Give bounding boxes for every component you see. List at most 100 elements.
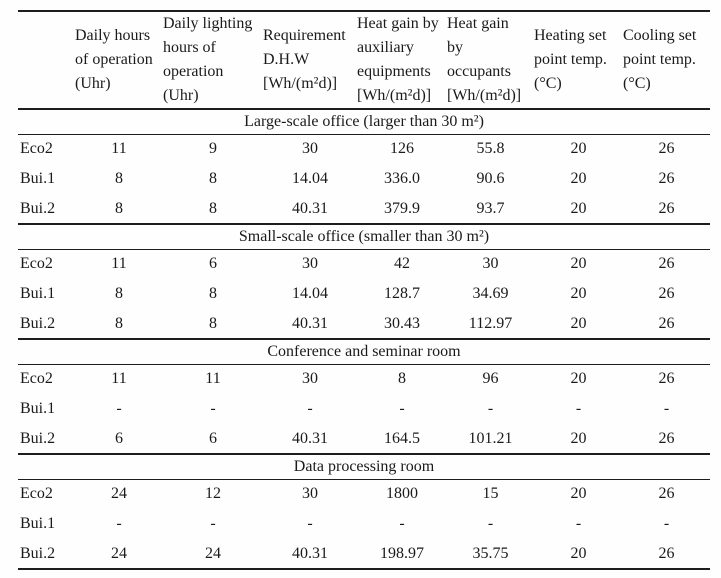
data-cell: 24 <box>205 544 221 562</box>
section-title-row: Data processing room <box>18 454 710 479</box>
section-title-row: Conference and seminar room <box>18 339 710 364</box>
data-cell: 35.75 <box>472 544 509 562</box>
data-cell: 20 <box>570 140 587 158</box>
data-cell: 8 <box>115 314 123 332</box>
data-cell: 20 <box>570 485 587 503</box>
data-cell: 20 <box>570 170 587 187</box>
data-cell: - <box>210 400 216 417</box>
data-cell: 1800 <box>386 485 418 503</box>
data-cell: 8 <box>209 314 217 332</box>
data-cell: - <box>399 400 405 417</box>
data-cell: 11 <box>111 370 127 388</box>
column-header <box>18 11 75 109</box>
data-cell: 6 <box>209 429 217 447</box>
row-label: Eco2 <box>20 370 53 388</box>
data-cell: - <box>116 400 122 417</box>
data-cell: 30 <box>482 255 499 273</box>
data-cell: 8 <box>209 285 217 302</box>
table-row: Bui.2 24 24 40.31 198.97 35.75 20 26 <box>18 539 710 569</box>
parameters-table: Daily hours of operation (Uhr) Daily ligh… <box>18 10 710 570</box>
table-row: Bui.2 6 6 40.31 164.5 101.21 20 26 <box>18 424 710 454</box>
section-title: Large-scale office (larger than 30 m²) <box>244 112 484 130</box>
data-cell: - <box>575 400 582 417</box>
column-header: Heat gain by occupants [Wh/(m²d)] <box>447 15 522 104</box>
data-cell: 11 <box>111 140 127 158</box>
data-cell: - <box>307 515 313 532</box>
section-title: Data processing room <box>293 457 435 475</box>
data-cell: 42 <box>394 255 410 273</box>
data-cell: 34.69 <box>472 285 509 302</box>
table-body: Large-scale office (larger than 30 m²) Ec… <box>18 109 710 569</box>
data-cell: - <box>663 400 670 417</box>
data-cell: 40.31 <box>292 429 328 447</box>
data-cell: 30 <box>302 140 318 158</box>
data-cell: 8 <box>209 170 217 187</box>
column-header: Cooling set point temp. (°C) <box>623 27 697 92</box>
table-row: Eco2 24 12 30 1800 15 20 26 <box>18 479 710 509</box>
data-cell: - <box>399 515 405 532</box>
data-cell: 93.7 <box>476 199 505 217</box>
data-cell: 26 <box>658 140 675 158</box>
column-header: Daily hours of operation (Uhr) <box>75 27 153 92</box>
data-cell: 20 <box>570 370 587 388</box>
data-cell: 112.97 <box>468 314 513 332</box>
column-header: Heat gain by auxiliary equipments [Wh/(m… <box>357 15 439 104</box>
row-label: Eco2 <box>20 140 53 158</box>
data-cell: 128.7 <box>384 285 420 302</box>
data-cell: - <box>307 400 313 417</box>
data-cell: 8 <box>115 199 123 217</box>
row-label: Bui.1 <box>20 170 56 187</box>
data-cell: 198.97 <box>380 544 424 562</box>
section-title: Conference and seminar room <box>267 342 461 360</box>
data-cell: 20 <box>570 429 587 447</box>
row-label: Bui.1 <box>20 285 56 302</box>
data-cell: 26 <box>658 370 675 388</box>
data-cell: 26 <box>658 255 675 273</box>
row-label: Eco2 <box>20 485 53 503</box>
data-cell: 8 <box>209 199 217 217</box>
data-cell: 24 <box>111 544 127 562</box>
data-cell: 101.21 <box>468 429 513 447</box>
table-row: Bui.1 8 8 14.04 336.0 90.6 20 26 <box>18 164 710 194</box>
data-cell: 40.31 <box>292 199 328 217</box>
column-header: Heating set point temp. (°C) <box>534 27 607 92</box>
data-cell: 20 <box>570 314 587 332</box>
section-title: Small-scale office (smaller than 30 m²) <box>238 227 490 245</box>
table-row: Eco2 11 9 30 126 55.8 20 26 <box>18 134 710 164</box>
data-cell: 12 <box>205 485 221 503</box>
data-cell: 40.31 <box>292 544 328 562</box>
data-cell: 26 <box>658 485 675 503</box>
data-cell: 26 <box>658 199 675 217</box>
row-label: Bui.2 <box>20 199 56 217</box>
data-cell: - <box>116 515 122 532</box>
table-row: Eco2 11 6 30 42 30 20 26 <box>18 249 710 279</box>
data-cell: 26 <box>658 285 675 302</box>
data-cell: 6 <box>209 255 217 273</box>
data-cell: 8 <box>115 285 123 302</box>
table-row: Eco2 11 11 30 8 96 20 26 <box>18 364 710 394</box>
data-cell: 126 <box>390 140 414 158</box>
data-cell: 55.8 <box>476 140 505 158</box>
data-cell: 9 <box>209 140 217 158</box>
data-cell: 11 <box>205 370 221 388</box>
data-cell: 20 <box>570 199 587 217</box>
data-cell: 336.0 <box>384 170 420 187</box>
data-cell: - <box>663 515 670 532</box>
data-cell: 164.5 <box>384 429 420 447</box>
table-row: Bui.1 - - - - - - - <box>18 394 710 424</box>
data-cell: - <box>487 400 494 417</box>
column-header: Requirement D.H.W [Wh/(m²d)] <box>263 27 346 92</box>
column-header: Daily lighting hours of operation (Uhr) <box>163 15 253 104</box>
data-cell: - <box>210 515 216 532</box>
data-cell: 26 <box>658 170 675 187</box>
data-cell: 8 <box>115 170 123 187</box>
row-label: Eco2 <box>20 255 53 273</box>
data-cell: 40.31 <box>292 314 328 332</box>
table-row: Bui.1 8 8 14.04 128.7 34.69 20 26 <box>18 279 710 309</box>
data-cell: - <box>575 515 582 532</box>
table-row: Bui.2 8 8 40.31 30.43 112.97 20 26 <box>18 309 710 339</box>
data-cell: 14.04 <box>292 170 328 187</box>
table-row: Bui.1 - - - - - - - <box>18 509 710 539</box>
data-cell: 8 <box>398 370 406 388</box>
